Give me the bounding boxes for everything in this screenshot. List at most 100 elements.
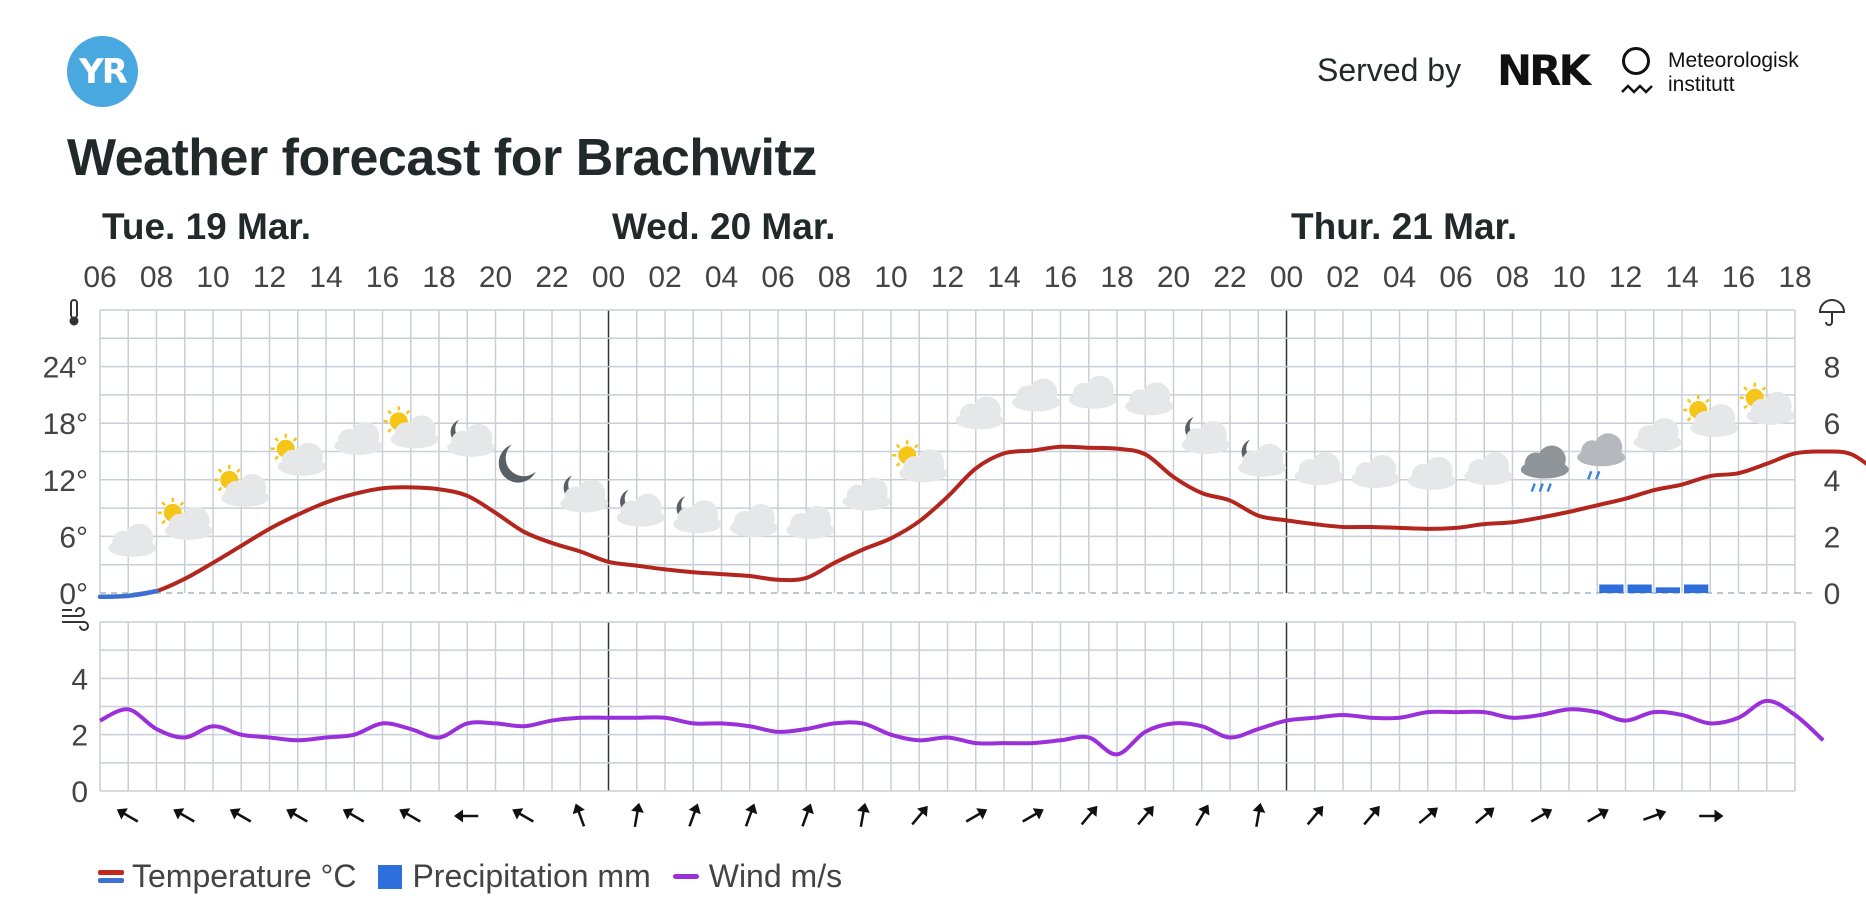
x-tick-label: 10 xyxy=(1552,261,1585,294)
wind-swatch xyxy=(672,874,699,879)
x-tick-label: 04 xyxy=(705,261,738,294)
temp-y-tick: 0° xyxy=(59,578,88,611)
wind-y-tick: 2 xyxy=(71,720,88,753)
x-tick-label: 14 xyxy=(1665,261,1698,294)
wind-arrow-icon xyxy=(1642,808,1667,821)
x-tick-label: 06 xyxy=(1439,261,1472,294)
day-label-thu: Thur. 21 Mar. xyxy=(1291,206,1518,247)
wind-arrow-icon xyxy=(965,808,988,823)
wind-arrow-icon xyxy=(857,802,870,828)
x-tick-label: 20 xyxy=(1157,261,1190,294)
x-tick-label: 16 xyxy=(366,261,399,294)
x-tick-label: 16 xyxy=(1722,261,1755,294)
x-tick-label: 14 xyxy=(987,261,1020,294)
wind-arrow-icon xyxy=(801,803,814,827)
x-tick-label: 12 xyxy=(253,261,286,294)
wind-arrow-icon xyxy=(744,803,758,827)
cloudy-icon xyxy=(1633,418,1682,452)
cloudy-icon xyxy=(1068,375,1117,409)
wind-arrow-icon xyxy=(1699,809,1724,823)
clear-night-icon xyxy=(498,444,536,483)
x-tick-label: 08 xyxy=(140,261,173,294)
rain-icon xyxy=(1520,445,1569,492)
partly-cloudy-night-icon xyxy=(1181,417,1230,455)
x-tick-label: 10 xyxy=(196,261,229,294)
served-by-label: Served by xyxy=(1317,52,1462,88)
legend-precipitation: Precipitation mm xyxy=(378,858,651,895)
wind-arrow-icon xyxy=(229,808,252,823)
wind-arrow-icon xyxy=(512,808,534,823)
temperature-line xyxy=(98,444,1866,599)
temp-y-tick: 18° xyxy=(43,408,88,441)
precipitation-swatch xyxy=(378,864,403,889)
wind-arrow-icon xyxy=(399,808,421,823)
precip-y-tick: 2 xyxy=(1824,521,1841,554)
weather-icons xyxy=(108,375,1795,557)
partly-cloudy-night-icon xyxy=(616,489,665,527)
wind-arrow-icon xyxy=(342,808,365,823)
thermometer-icon xyxy=(69,299,79,326)
precip-y-tick: 8 xyxy=(1824,352,1841,385)
wind-arrow-icon xyxy=(173,808,195,823)
light-rain-icon xyxy=(1577,433,1626,480)
x-tick-label: 22 xyxy=(1213,261,1246,294)
x-tick-label: 18 xyxy=(1100,261,1133,294)
x-tick-label: 08 xyxy=(1496,261,1529,294)
met-line1: Meteorologisk xyxy=(1668,49,1799,72)
x-tick-label: 08 xyxy=(818,261,851,294)
day-label-tue: Tue. 19 Mar. xyxy=(102,206,312,247)
partly-cloudy-day-icon xyxy=(157,497,213,540)
precip-y-tick: 4 xyxy=(1824,465,1841,498)
wind-arrow-icon xyxy=(911,805,928,826)
cloudy-icon xyxy=(1407,456,1456,490)
legend-precipitation-label: Precipitation mm xyxy=(412,858,651,894)
temperature-swatch xyxy=(98,869,124,884)
series xyxy=(97,444,1866,757)
wind-arrow-icon xyxy=(688,803,701,827)
cloudy-icon xyxy=(1464,452,1513,486)
partly-cloudy-day-icon xyxy=(1739,382,1795,425)
x-tick-label: 06 xyxy=(83,261,116,294)
cloudy-icon xyxy=(786,505,835,539)
met-logo-text: Meteorologisk institutt xyxy=(1668,49,1799,97)
legend: Temperature °C Precipitation mm Wind m/s xyxy=(98,858,864,895)
met-wave-icon xyxy=(1621,84,1653,94)
cloudy-icon xyxy=(1294,452,1343,486)
wind-arrow-icon xyxy=(1587,808,1609,823)
wind-arrow-icon xyxy=(453,809,479,823)
x-tick-label: 18 xyxy=(1778,261,1811,294)
x-tick-label: 14 xyxy=(309,261,342,294)
cloudy-icon xyxy=(842,477,891,511)
partly-cloudy-day-icon xyxy=(214,464,270,507)
partly-cloudy-night-icon xyxy=(560,475,609,513)
cloudy-icon xyxy=(1012,378,1061,412)
x-tick-label: 18 xyxy=(422,261,455,294)
precip-bar xyxy=(1684,584,1709,593)
x-tick-label: 20 xyxy=(479,261,512,294)
x-tick-label: 00 xyxy=(1270,261,1303,294)
wind-arrow-icon xyxy=(1530,808,1553,823)
legend-temperature: Temperature °C xyxy=(98,858,356,895)
partly-cloudy-night-icon xyxy=(673,496,722,534)
cloudy-icon xyxy=(1125,382,1174,416)
page-title: Weather forecast for Brachwitz xyxy=(67,129,817,187)
wind-arrows xyxy=(116,802,1724,828)
partly-cloudy-day-icon xyxy=(383,406,439,449)
wind-arrow-icon xyxy=(1195,804,1210,827)
wind-arrow-icon xyxy=(1252,802,1266,828)
x-tick-label: 12 xyxy=(931,261,964,294)
wind-icon xyxy=(62,607,89,631)
x-tick-label: 12 xyxy=(1609,261,1642,294)
x-tick-label: 02 xyxy=(1326,261,1359,294)
wind-arrow-icon xyxy=(286,808,308,823)
x-tick-label: 06 xyxy=(761,261,794,294)
x-tick-label: 16 xyxy=(1044,261,1077,294)
partly-cloudy-night-icon xyxy=(1238,439,1287,477)
wind-arrow-icon xyxy=(1418,807,1438,825)
met-logo-icon xyxy=(1622,47,1650,75)
tick-labels: 06 08 10 12 14 16 18 20 22 00 02 04 06 08 10 12 14 16 18 20… xyxy=(43,261,1846,809)
cloudy-icon xyxy=(1351,454,1400,488)
wind-arrow-icon xyxy=(1475,807,1495,825)
partly-cloudy-day-icon xyxy=(1683,395,1739,438)
